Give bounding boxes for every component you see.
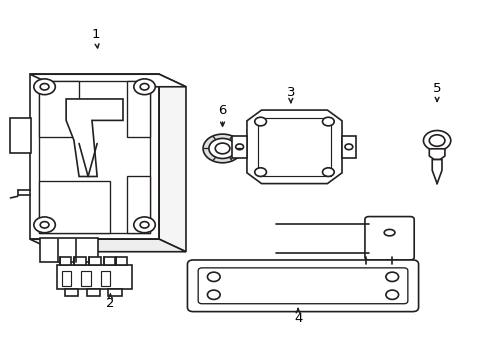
Circle shape — [203, 134, 242, 163]
Circle shape — [344, 144, 352, 150]
Polygon shape — [246, 110, 341, 184]
Circle shape — [140, 84, 149, 90]
Circle shape — [385, 290, 398, 300]
Text: 6: 6 — [218, 104, 226, 126]
Polygon shape — [66, 99, 123, 176]
Circle shape — [322, 168, 333, 176]
Circle shape — [134, 79, 155, 95]
Polygon shape — [30, 74, 185, 87]
Polygon shape — [30, 239, 185, 252]
Bar — [116, 257, 127, 265]
Text: 4: 4 — [293, 309, 302, 325]
Circle shape — [207, 272, 220, 282]
Polygon shape — [30, 74, 159, 239]
Bar — [101, 271, 110, 286]
Circle shape — [385, 272, 398, 282]
Circle shape — [322, 117, 333, 126]
Text: 1: 1 — [91, 28, 100, 48]
Bar — [10, 117, 31, 153]
Circle shape — [134, 217, 155, 233]
Text: 3: 3 — [286, 86, 294, 102]
Bar — [74, 257, 86, 265]
FancyBboxPatch shape — [187, 260, 418, 312]
Bar — [103, 257, 115, 265]
Bar — [61, 271, 71, 286]
Polygon shape — [159, 74, 185, 252]
Bar — [64, 289, 78, 296]
Circle shape — [208, 138, 236, 158]
Polygon shape — [126, 176, 150, 233]
Polygon shape — [39, 81, 150, 233]
Polygon shape — [39, 81, 79, 137]
Bar — [81, 271, 91, 286]
Bar — [89, 257, 101, 265]
Circle shape — [40, 222, 49, 228]
FancyBboxPatch shape — [198, 268, 407, 304]
Circle shape — [423, 131, 450, 150]
Bar — [57, 265, 132, 289]
Ellipse shape — [384, 229, 394, 236]
Circle shape — [34, 79, 55, 95]
Polygon shape — [431, 159, 441, 184]
Text: 2: 2 — [106, 294, 114, 310]
Bar — [232, 136, 246, 158]
Bar — [60, 257, 71, 265]
Polygon shape — [126, 81, 150, 137]
Circle shape — [215, 143, 229, 154]
Polygon shape — [428, 149, 444, 159]
Text: 5: 5 — [432, 82, 441, 102]
Polygon shape — [39, 181, 110, 233]
Circle shape — [235, 144, 243, 150]
Circle shape — [140, 222, 149, 228]
Bar — [108, 289, 122, 296]
Bar — [341, 136, 355, 158]
Circle shape — [207, 290, 220, 300]
Polygon shape — [257, 118, 330, 176]
Bar — [86, 289, 100, 296]
FancyBboxPatch shape — [364, 217, 413, 260]
Bar — [40, 238, 98, 262]
Circle shape — [254, 168, 266, 176]
Circle shape — [34, 217, 55, 233]
Circle shape — [40, 84, 49, 90]
Circle shape — [254, 117, 266, 126]
Circle shape — [428, 135, 444, 146]
